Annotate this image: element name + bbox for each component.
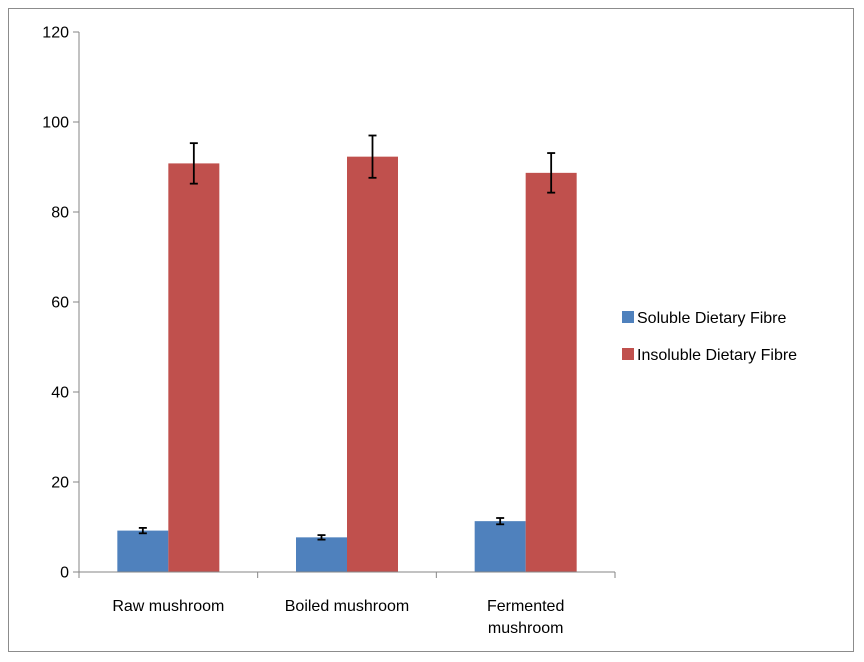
x-category-label: Raw mushroom	[112, 598, 224, 615]
bar-soluble	[296, 537, 347, 572]
y-tick-label: 60	[51, 295, 69, 312]
bar-insoluble	[347, 156, 398, 572]
bar-soluble	[474, 521, 526, 572]
legend-label: Insoluble Dietary Fibre	[637, 347, 797, 364]
bar-insoluble	[525, 172, 577, 572]
y-tick-label: 100	[42, 115, 69, 132]
y-tick-label: 80	[51, 205, 69, 222]
x-category-label: Boiled mushroom	[285, 598, 410, 615]
y-tick-label: 20	[51, 475, 69, 492]
x-category-label: Fermented mushroom	[487, 598, 564, 637]
y-tick-label: 40	[51, 385, 69, 402]
legend-swatch	[622, 348, 634, 360]
legend-swatch	[622, 311, 634, 323]
y-tick-label: 120	[42, 25, 69, 42]
y-tick-label: 0	[60, 565, 69, 582]
bar-insoluble	[168, 163, 220, 572]
bar-soluble	[117, 530, 169, 572]
legend-label: Soluble Dietary Fibre	[637, 310, 787, 327]
